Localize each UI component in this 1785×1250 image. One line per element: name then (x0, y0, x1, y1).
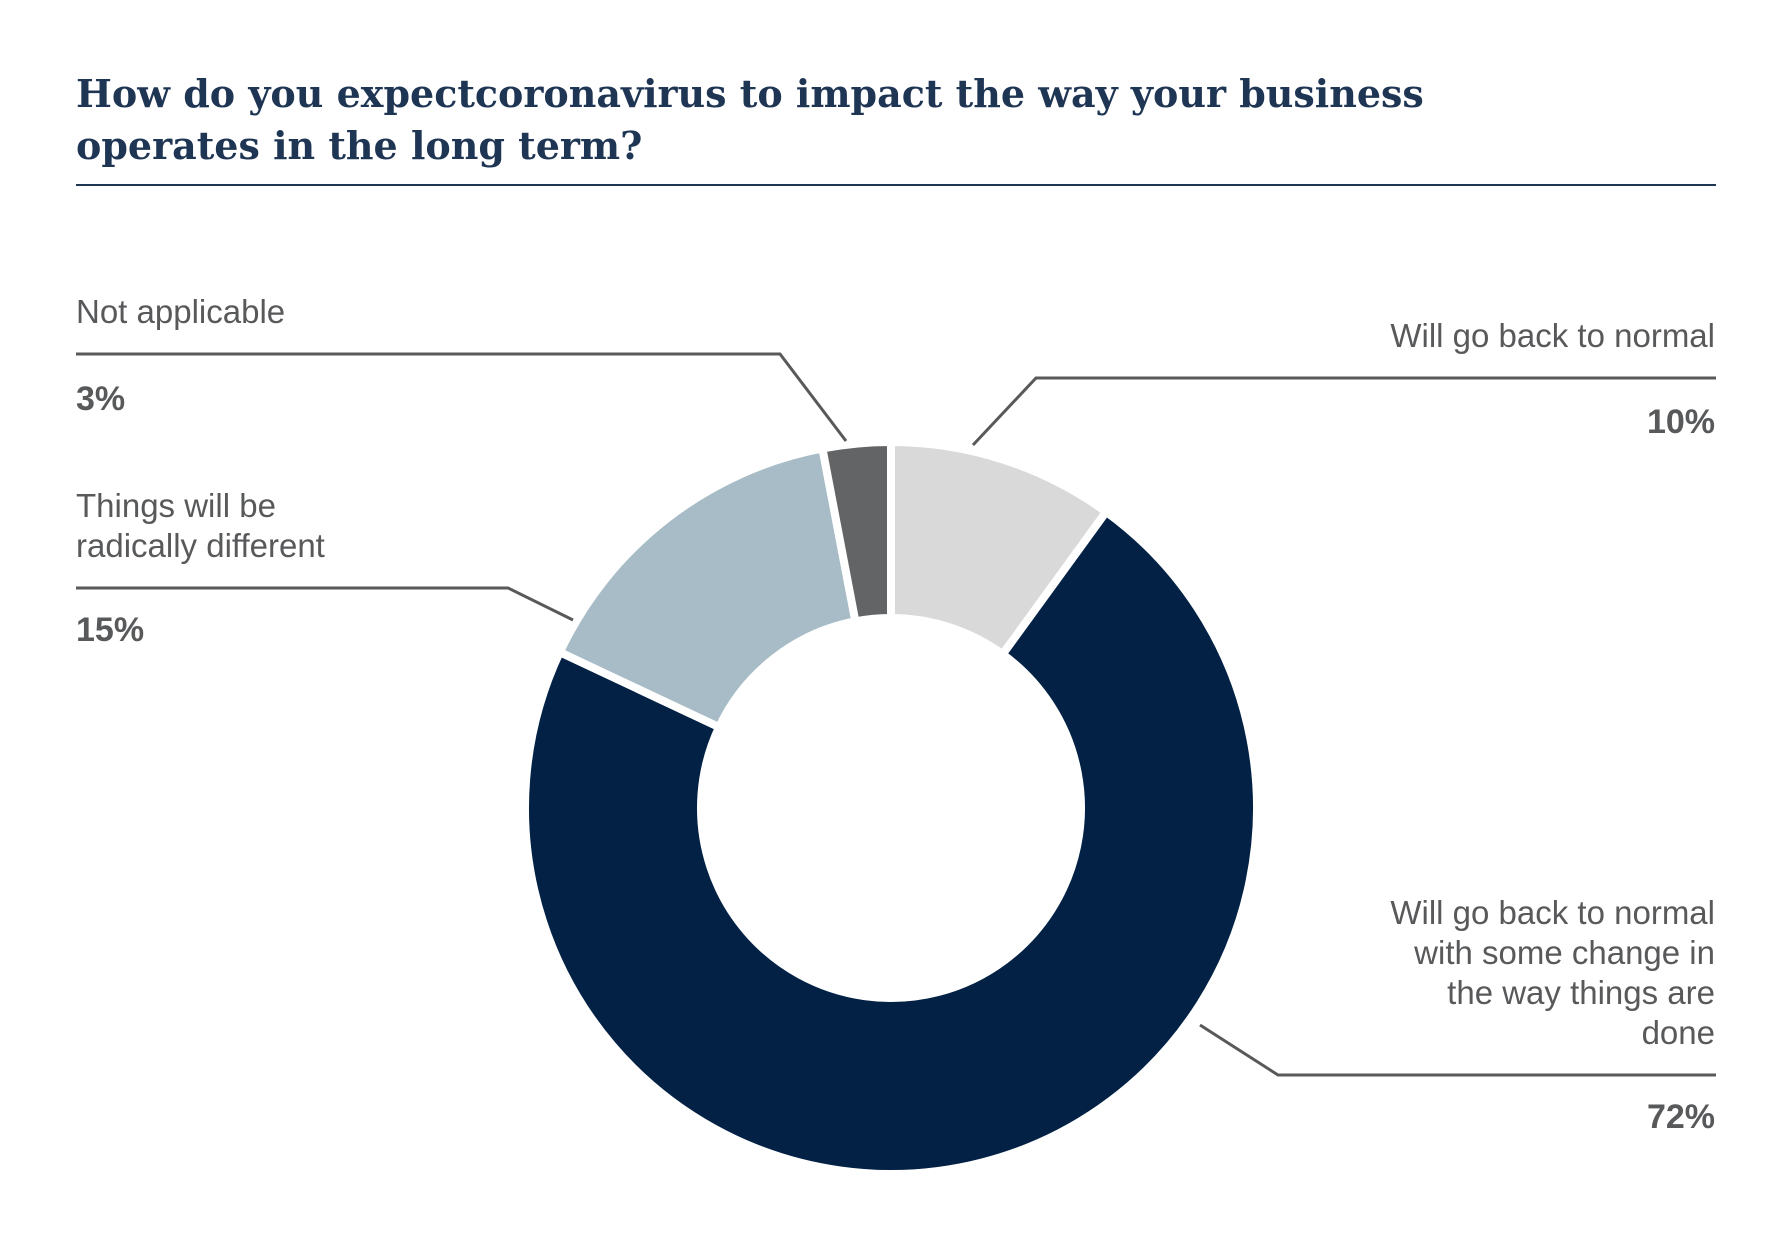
value-radically-different: 15% (76, 611, 145, 649)
label-back-to-normal: Will go back to normal (1390, 317, 1715, 354)
title-rule (76, 184, 1716, 186)
leader-line-na (76, 352, 848, 442)
slice-not-applicable (817, 437, 895, 627)
slice-radically-different (554, 443, 861, 733)
leader-line-radical (76, 586, 574, 622)
label-radically-different: Things will be radically different (76, 487, 325, 564)
value-back-to-normal: 10% (1646, 403, 1715, 441)
value-back-to-normal-with-change: 72% (1646, 1098, 1715, 1136)
chart-title: How do you expectcoronavirus to impact t… (76, 71, 1424, 168)
label-back-to-normal-with-change: Will go back to normal with some change … (1390, 894, 1715, 1051)
value-not-applicable: 3% (76, 380, 126, 418)
leader-lines (76, 352, 1716, 1077)
slice-back-to-normal-with-change (521, 506, 1261, 1178)
label-not-applicable: Not applicable (76, 293, 286, 330)
leader-line-normal (971, 376, 1716, 447)
leader-line-normal-change (1199, 1023, 1716, 1077)
donut-slices (521, 437, 1261, 1178)
